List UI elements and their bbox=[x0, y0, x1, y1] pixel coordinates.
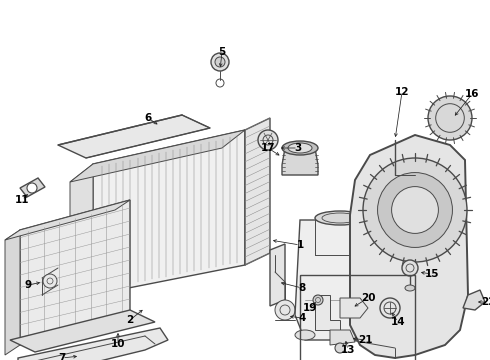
Polygon shape bbox=[295, 220, 390, 340]
Text: 4: 4 bbox=[298, 313, 306, 323]
Text: 20: 20 bbox=[361, 293, 375, 303]
Circle shape bbox=[27, 183, 37, 193]
Ellipse shape bbox=[295, 330, 315, 340]
Polygon shape bbox=[282, 148, 318, 175]
Text: 21: 21 bbox=[358, 335, 372, 345]
Text: 1: 1 bbox=[296, 240, 304, 250]
Polygon shape bbox=[350, 135, 468, 358]
Text: 9: 9 bbox=[24, 280, 31, 290]
Text: 10: 10 bbox=[111, 339, 125, 349]
Polygon shape bbox=[70, 130, 245, 182]
Circle shape bbox=[258, 130, 278, 150]
Polygon shape bbox=[20, 178, 45, 197]
Polygon shape bbox=[70, 164, 93, 295]
Polygon shape bbox=[20, 200, 130, 345]
Text: 7: 7 bbox=[58, 353, 66, 360]
Polygon shape bbox=[58, 115, 210, 158]
Polygon shape bbox=[340, 298, 368, 318]
Circle shape bbox=[380, 298, 400, 318]
Polygon shape bbox=[463, 290, 485, 310]
Circle shape bbox=[363, 158, 467, 262]
Polygon shape bbox=[330, 330, 355, 345]
Text: 11: 11 bbox=[15, 195, 29, 205]
Text: 3: 3 bbox=[294, 143, 302, 153]
Polygon shape bbox=[245, 118, 270, 265]
Text: 16: 16 bbox=[465, 89, 479, 99]
Polygon shape bbox=[270, 244, 285, 306]
Circle shape bbox=[392, 186, 439, 233]
Polygon shape bbox=[5, 200, 130, 240]
Ellipse shape bbox=[282, 141, 318, 155]
Text: 2: 2 bbox=[126, 315, 134, 325]
Text: 6: 6 bbox=[145, 113, 151, 123]
Circle shape bbox=[215, 57, 225, 67]
Polygon shape bbox=[93, 130, 245, 295]
Text: 8: 8 bbox=[298, 283, 306, 293]
Circle shape bbox=[378, 172, 452, 247]
Text: 12: 12 bbox=[395, 87, 409, 97]
Polygon shape bbox=[18, 328, 168, 360]
Text: 14: 14 bbox=[391, 317, 405, 327]
Bar bbox=[300, 275, 415, 360]
Text: 19: 19 bbox=[303, 303, 317, 313]
Polygon shape bbox=[5, 230, 20, 355]
Text: 22: 22 bbox=[481, 297, 490, 307]
Circle shape bbox=[275, 300, 295, 320]
Circle shape bbox=[313, 295, 323, 305]
Text: 13: 13 bbox=[341, 345, 355, 355]
Circle shape bbox=[211, 53, 229, 71]
Text: 15: 15 bbox=[425, 269, 439, 279]
Circle shape bbox=[43, 274, 57, 288]
Circle shape bbox=[402, 260, 418, 276]
Polygon shape bbox=[10, 310, 155, 352]
Circle shape bbox=[428, 96, 472, 140]
Ellipse shape bbox=[315, 211, 365, 225]
Ellipse shape bbox=[405, 285, 415, 291]
Circle shape bbox=[335, 343, 345, 353]
Text: 17: 17 bbox=[261, 143, 275, 153]
Ellipse shape bbox=[288, 143, 312, 153]
Polygon shape bbox=[315, 295, 340, 330]
Text: 5: 5 bbox=[219, 47, 225, 57]
